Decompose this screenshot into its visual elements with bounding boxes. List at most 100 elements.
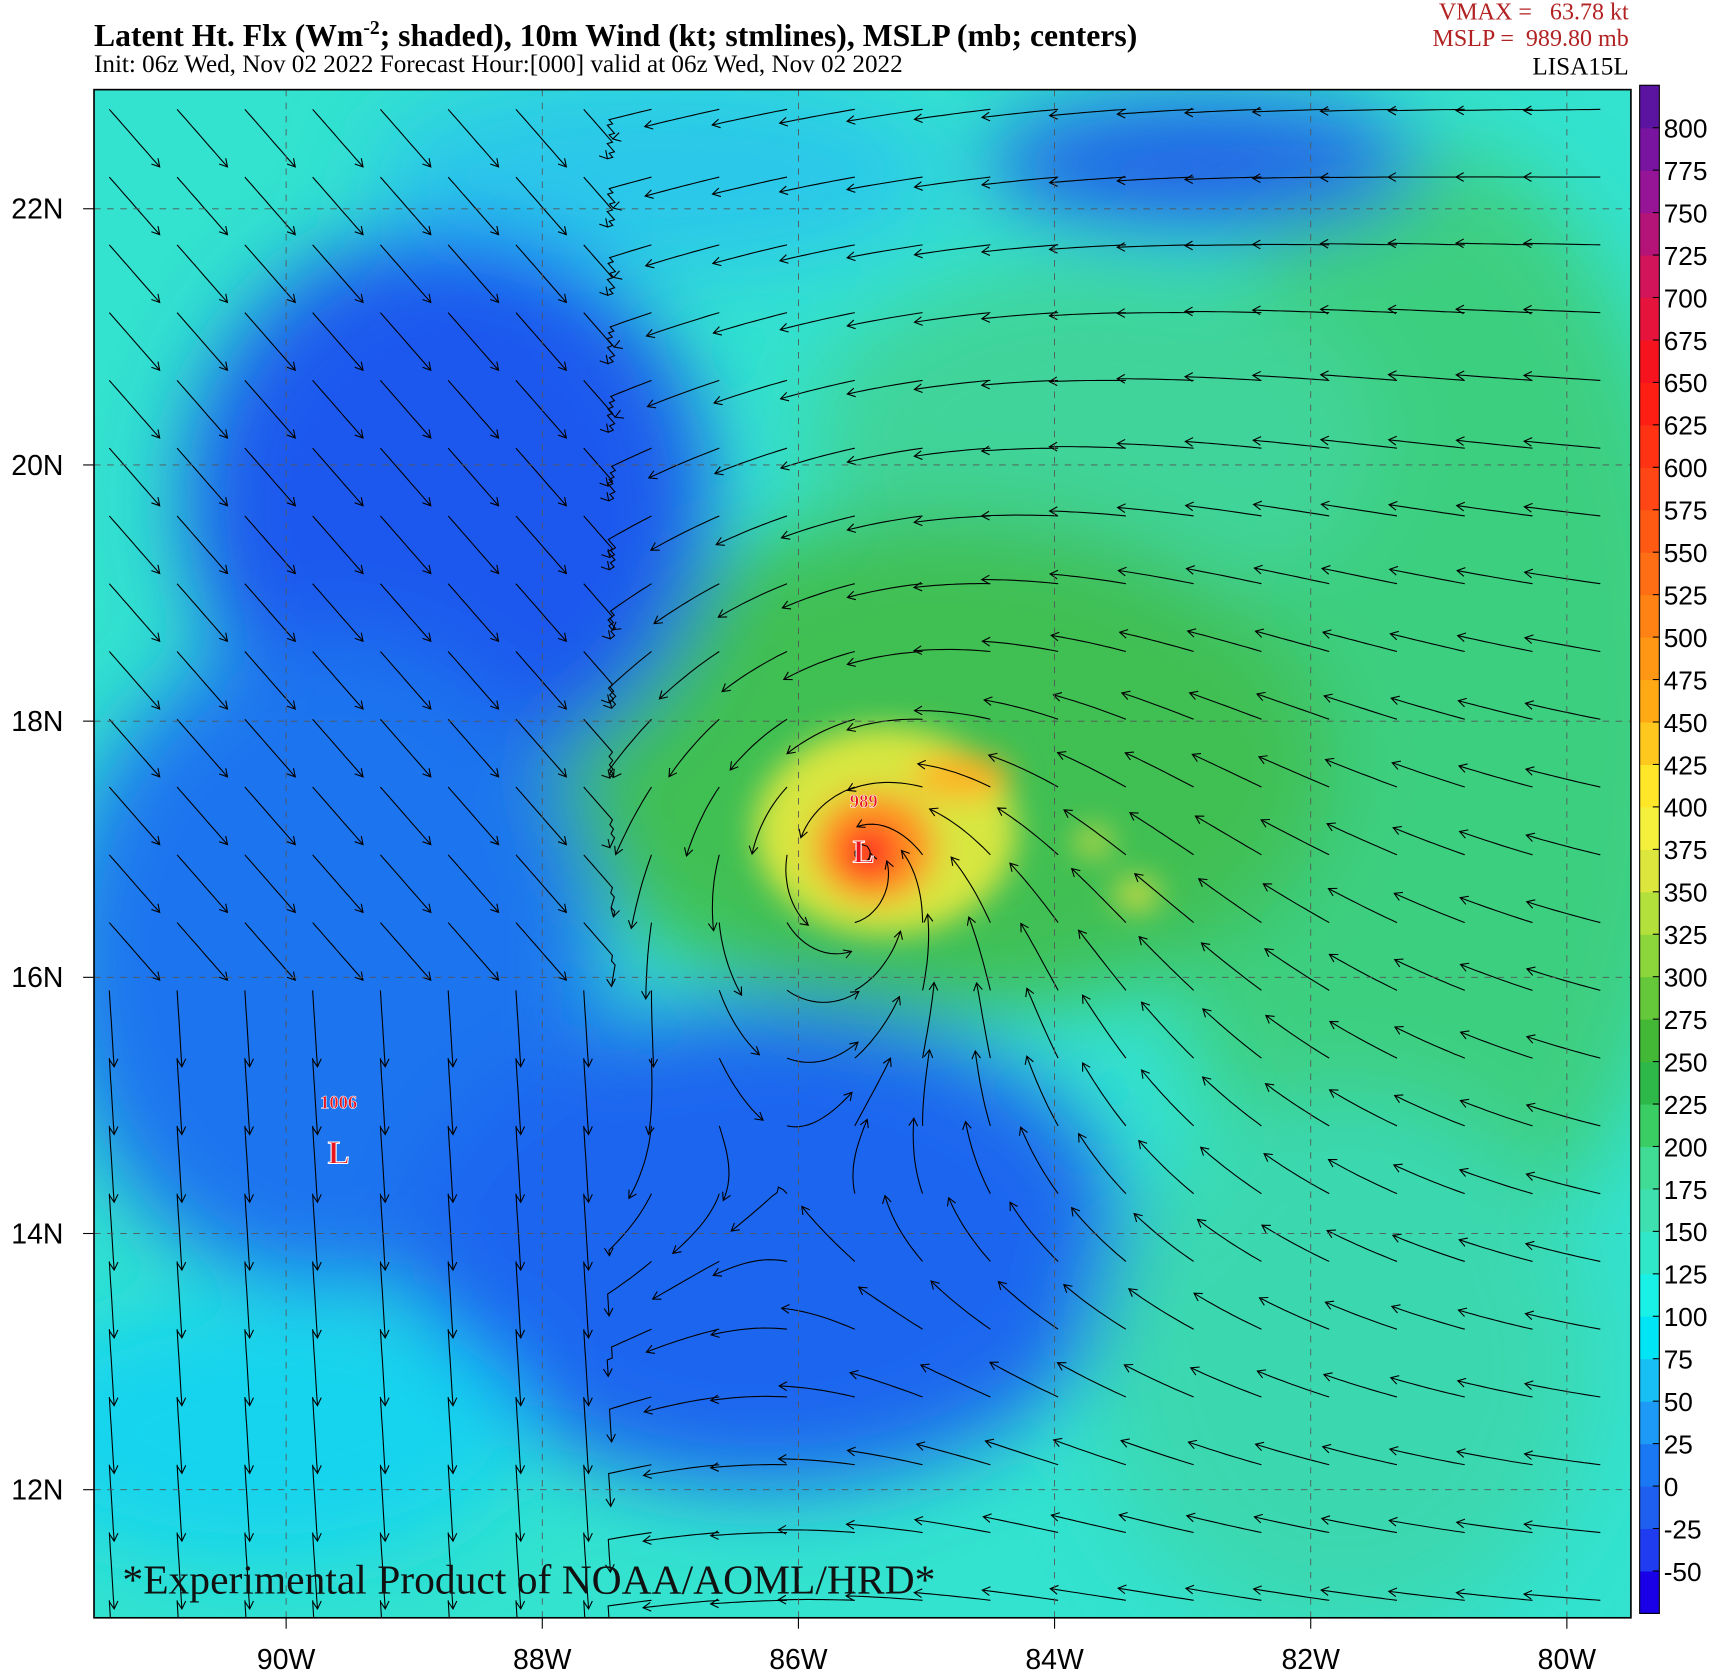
streamline [913, 447, 991, 460]
streamline [1458, 1237, 1533, 1262]
colorbar-box [1639, 934, 1660, 978]
streamline [729, 718, 788, 771]
streamline [916, 759, 991, 788]
streamline [1052, 1437, 1127, 1466]
streamline [379, 108, 432, 168]
y-tick-label: 14N [11, 1218, 63, 1250]
streamline [447, 1396, 458, 1475]
streamline [779, 379, 855, 402]
streamline [447, 515, 500, 575]
streamline [1118, 1511, 1194, 1534]
colorbar-label: -25 [1664, 1514, 1702, 1544]
streamline [312, 1193, 322, 1272]
streamline [1264, 948, 1330, 991]
streamline [244, 990, 254, 1068]
streamline [1009, 862, 1059, 923]
streamline [379, 1532, 390, 1611]
streamline [627, 854, 653, 930]
colorbar-label: 175 [1664, 1175, 1708, 1205]
streamline [583, 176, 616, 228]
storm-core [754, 726, 1159, 935]
streamline [854, 930, 904, 991]
streamline [1392, 825, 1465, 856]
streamline [1120, 690, 1194, 720]
streamline [379, 786, 432, 846]
streamline [1525, 966, 1601, 991]
streamline [1454, 238, 1533, 249]
streamline [1393, 1094, 1465, 1127]
streamline [1522, 371, 1601, 381]
streamline [176, 854, 229, 914]
streamline [1388, 565, 1465, 585]
colorbar-box [1639, 849, 1660, 893]
streamline [1390, 1304, 1465, 1330]
streamline [312, 244, 364, 304]
streamline [1389, 630, 1465, 653]
streamline [648, 990, 659, 1068]
streamline [447, 1261, 458, 1339]
streamline [312, 786, 364, 846]
streamline [583, 854, 620, 918]
colorbar-box [1639, 127, 1660, 171]
streamline [379, 1396, 390, 1475]
streamline [601, 718, 652, 779]
streamline [606, 176, 652, 211]
streamline [1321, 629, 1398, 653]
colorbar-box [1639, 721, 1660, 765]
streamlines [108, 105, 1601, 1618]
streamline [721, 650, 788, 693]
streamline [1326, 1229, 1398, 1262]
streamline [1328, 1020, 1398, 1059]
streamline [379, 1329, 390, 1407]
streamline [966, 915, 991, 991]
streamline [1191, 753, 1262, 788]
colorbar-box [1639, 1061, 1660, 1105]
streamline [846, 583, 923, 601]
streamline [244, 718, 296, 778]
streamline [778, 244, 855, 264]
streamline [312, 922, 364, 982]
streamline [798, 786, 855, 839]
colorbar-label: 250 [1664, 1047, 1708, 1077]
streamline [997, 1280, 1059, 1330]
colorbar-box [1639, 594, 1660, 638]
streamline [1257, 755, 1330, 788]
streamline [583, 990, 593, 1068]
streamline [983, 696, 1059, 720]
streamline [1459, 962, 1533, 991]
streamline [244, 922, 296, 982]
streamline [1050, 631, 1127, 653]
streamline [1264, 1014, 1330, 1059]
streamline [845, 1519, 923, 1534]
y-tick-label: 22N [11, 194, 63, 226]
streamline [447, 176, 500, 236]
colorbar-label: 400 [1664, 793, 1708, 823]
colorbar-label: 450 [1664, 708, 1708, 738]
streamline [379, 651, 432, 710]
streamline [644, 176, 720, 199]
streamline [379, 244, 432, 304]
streamline [1140, 1001, 1195, 1059]
streamline [1319, 435, 1398, 449]
streamline [379, 447, 432, 507]
streamline [379, 1600, 383, 1618]
streamline [845, 1591, 923, 1601]
streamline [1197, 878, 1262, 924]
streamline [950, 856, 991, 923]
streamline [447, 312, 500, 372]
streamline [715, 515, 788, 546]
streamline [606, 312, 652, 350]
streamline [244, 1600, 247, 1618]
streamline [1052, 692, 1127, 720]
colorbar-box [1639, 1188, 1660, 1232]
streamline [1189, 1366, 1262, 1398]
colorbar-box [1639, 1316, 1660, 1360]
streamline [852, 1118, 869, 1194]
field [94, 89, 1631, 1618]
streamline [980, 108, 1059, 122]
streamline [1388, 1446, 1465, 1466]
streamline [108, 922, 161, 982]
streamline [711, 244, 788, 267]
streamline [515, 515, 568, 575]
streamline [176, 176, 229, 236]
